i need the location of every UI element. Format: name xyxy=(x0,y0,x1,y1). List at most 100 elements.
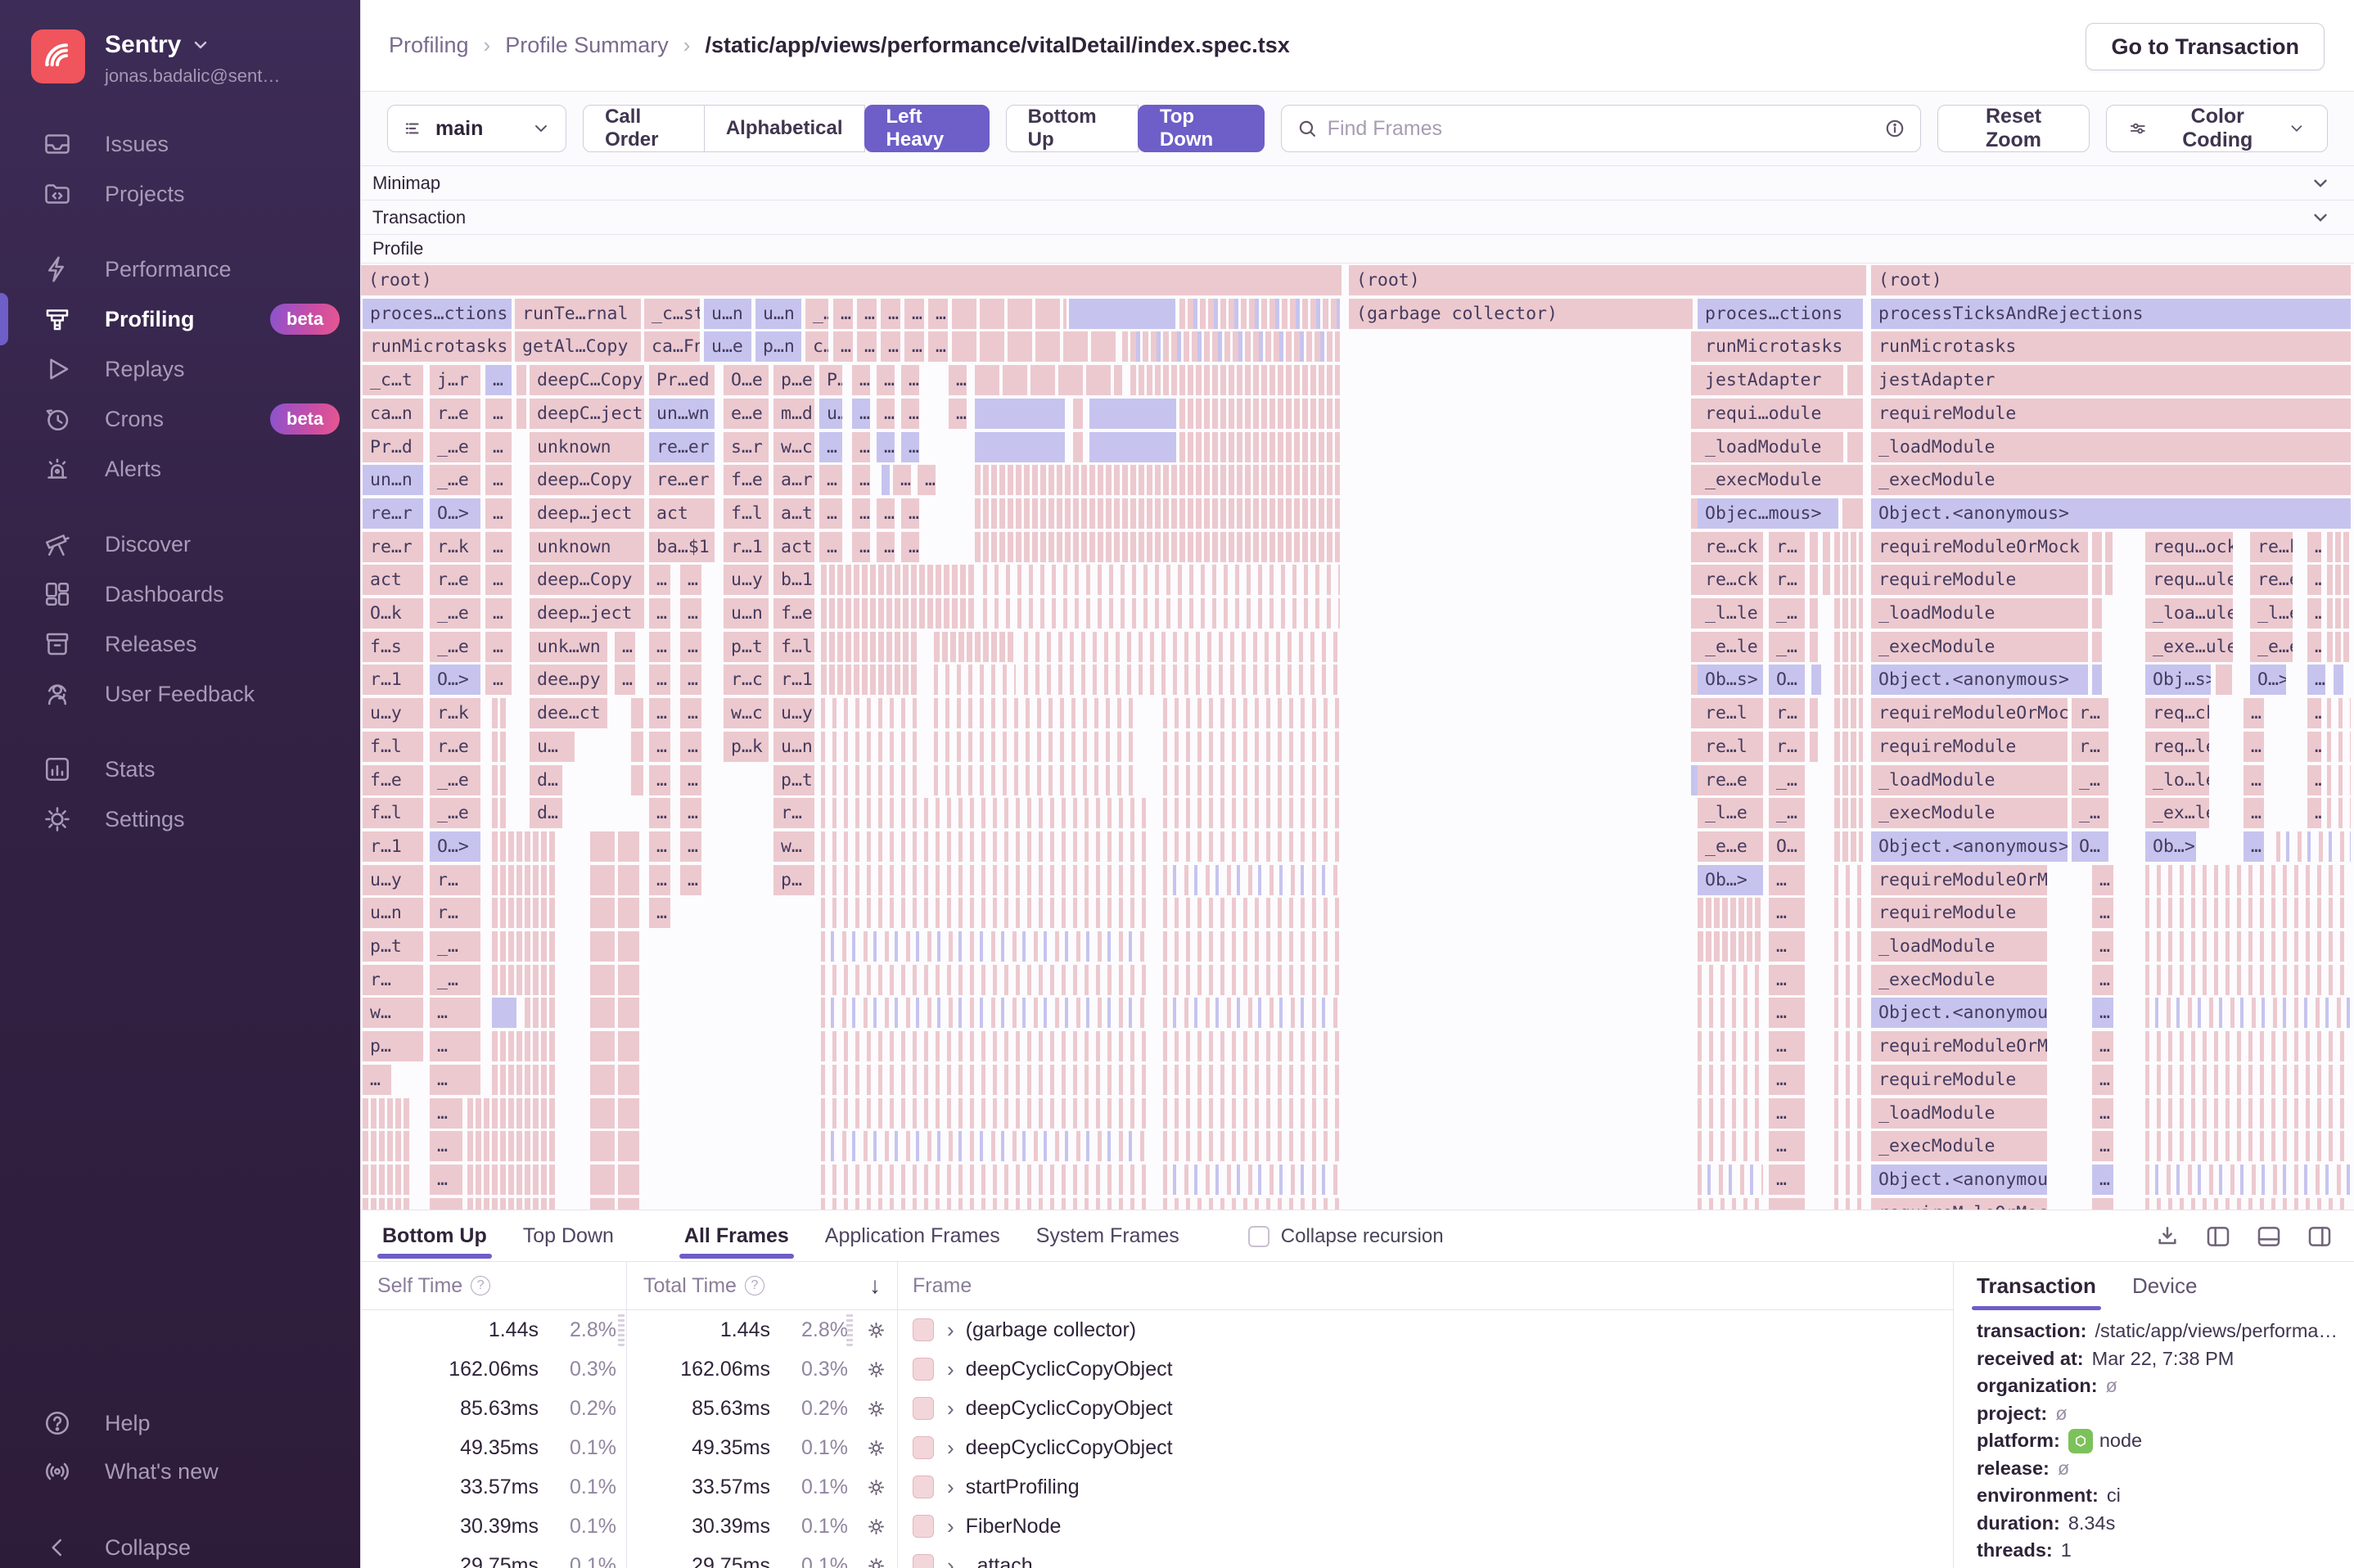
flame-frame[interactable]: … xyxy=(485,565,512,595)
flame-frame[interactable]: O… xyxy=(1769,831,1805,862)
flame-frame[interactable] xyxy=(1163,1131,1340,1161)
flame-frame[interactable]: O…> xyxy=(430,498,480,529)
flame-frame[interactable]: … xyxy=(485,399,512,429)
flame-frame[interactable]: f…e xyxy=(724,465,769,495)
flame-frame[interactable]: … xyxy=(857,331,877,362)
flame-frame[interactable]: f…l xyxy=(363,798,423,828)
flame-frame[interactable] xyxy=(821,831,1148,862)
sidebar-item-dashboards[interactable]: Dashboards xyxy=(0,570,360,619)
flame-frame[interactable] xyxy=(821,565,976,595)
sorting-left-heavy[interactable]: Left Heavy xyxy=(864,105,990,152)
flame-frame[interactable]: requi…odule xyxy=(1698,399,1863,429)
flame-frame[interactable] xyxy=(2216,665,2232,695)
flame-frame[interactable]: _…e xyxy=(430,598,480,629)
flame-frame[interactable]: re…l xyxy=(1698,698,1763,728)
flame-frame[interactable]: _execModule xyxy=(1871,965,2047,995)
flame-frame[interactable]: (root) xyxy=(361,265,1342,295)
sorting-call-order[interactable]: Call Order xyxy=(583,105,705,152)
flame-frame[interactable] xyxy=(1834,931,1863,962)
breadcrumb-item[interactable]: Profiling xyxy=(389,33,469,57)
flame-frame[interactable] xyxy=(1834,831,1863,862)
chevron-down-icon[interactable] xyxy=(2310,173,2331,194)
flame-frame[interactable]: u…y xyxy=(724,565,769,595)
details-tab-transaction[interactable]: Transaction xyxy=(1972,1264,2101,1310)
flame-frame[interactable]: O…e xyxy=(724,365,769,395)
flame-frame[interactable]: d… xyxy=(530,798,562,828)
flame-frame[interactable] xyxy=(1834,732,1863,762)
flame-frame[interactable] xyxy=(363,1198,412,1210)
flame-frame[interactable] xyxy=(2327,798,2351,828)
flame-frame[interactable] xyxy=(2105,565,2113,595)
flame-frame[interactable] xyxy=(590,865,639,895)
flame-frame[interactable]: (root) xyxy=(1871,265,2351,295)
flame-frame[interactable] xyxy=(590,1098,639,1129)
collapse-recursion-checkbox[interactable]: Collapse recursion xyxy=(1247,1225,1444,1248)
flame-frame[interactable] xyxy=(631,732,643,762)
flame-frame[interactable] xyxy=(2092,632,2102,662)
flame-frame[interactable]: requireModule xyxy=(1871,898,2047,928)
flame-frame[interactable]: r… xyxy=(363,965,423,995)
flame-frame[interactable]: unk…wn xyxy=(530,632,607,662)
flame-frame[interactable] xyxy=(975,532,1340,562)
flame-frame[interactable]: … xyxy=(904,331,924,362)
flame-frame[interactable] xyxy=(525,998,557,1028)
flame-frame[interactable] xyxy=(590,898,639,928)
flame-frame[interactable]: _execModule xyxy=(1871,465,2351,495)
flame-frame[interactable]: p… xyxy=(773,865,814,895)
flame-frame[interactable]: … xyxy=(2092,998,2113,1028)
flame-frame[interactable] xyxy=(2327,598,2351,629)
flame-frame[interactable]: … xyxy=(485,532,512,562)
download-icon[interactable] xyxy=(2154,1223,2180,1250)
flame-frame[interactable]: requireModuleOrMock xyxy=(1871,1031,2047,1061)
flame-frame[interactable] xyxy=(1834,1031,1863,1061)
flame-frame[interactable]: _…e xyxy=(430,465,480,495)
flame-frame[interactable]: … xyxy=(1769,1065,1805,1095)
expand-chevron-icon[interactable]: › xyxy=(947,1317,954,1342)
sort-descending-icon[interactable]: ↓ xyxy=(869,1273,881,1298)
flame-frame[interactable]: _… xyxy=(805,299,828,329)
flame-frame[interactable]: … xyxy=(680,698,701,728)
expand-chevron-icon[interactable]: › xyxy=(947,1395,954,1421)
flame-frame[interactable] xyxy=(2145,1198,2351,1210)
sidebar-item-discover[interactable]: Discover xyxy=(0,520,360,569)
flame-frame[interactable]: re…r xyxy=(363,498,423,529)
flame-frame[interactable]: … xyxy=(2307,732,2321,762)
flame-frame[interactable] xyxy=(1823,532,1830,562)
flame-frame[interactable]: u…e xyxy=(704,331,751,362)
flame-frame[interactable] xyxy=(1179,299,1340,329)
sidebar-item-user-feedback[interactable]: User Feedback xyxy=(0,669,360,719)
flame-frame[interactable]: r… xyxy=(2072,698,2108,728)
flame-frame[interactable]: _…e xyxy=(430,765,480,795)
flame-frame[interactable]: … xyxy=(877,399,895,429)
flame-frame[interactable]: … xyxy=(2092,1098,2113,1129)
flame-frame[interactable]: … xyxy=(430,1065,480,1095)
flame-frame[interactable]: r…e xyxy=(430,732,480,762)
flame-frame[interactable]: requireModuleOrMock xyxy=(1871,698,2068,728)
flame-frame[interactable]: … xyxy=(928,299,948,329)
flame-frame[interactable]: _execModule xyxy=(1698,465,1863,495)
flame-frame[interactable] xyxy=(492,998,516,1028)
flame-frame[interactable] xyxy=(492,931,557,962)
flame-frame[interactable]: … xyxy=(615,665,635,695)
flame-frame[interactable]: f…e xyxy=(363,765,423,795)
section-minimap[interactable]: Minimap xyxy=(361,166,2354,201)
flame-frame[interactable]: … xyxy=(819,532,842,562)
flame-frame[interactable] xyxy=(1834,765,1863,795)
flame-frame[interactable] xyxy=(516,399,526,429)
flame-frame[interactable]: … xyxy=(430,1165,462,1195)
flame-frame[interactable] xyxy=(1073,399,1083,429)
flame-frame[interactable]: _ex…le xyxy=(2145,798,2209,828)
flame-frame[interactable]: requireModuleOrMock xyxy=(1871,865,2047,895)
flame-frame[interactable]: _… xyxy=(2072,798,2108,828)
flame-frame[interactable]: Ob…> xyxy=(1698,865,1763,895)
flame-frame[interactable]: _… xyxy=(1769,798,1805,828)
flame-frame[interactable]: requireModule xyxy=(1871,732,2068,762)
expand-chevron-icon[interactable]: › xyxy=(947,1435,954,1460)
flame-frame[interactable]: … xyxy=(2092,1198,2113,1210)
flame-frame[interactable] xyxy=(1834,1165,1863,1195)
flame-frame[interactable] xyxy=(1691,565,1698,595)
flame-frame[interactable]: … xyxy=(680,865,701,895)
flame-frame[interactable]: … xyxy=(881,331,900,362)
layout-bottom-panel-icon[interactable] xyxy=(2256,1223,2282,1250)
flame-frame[interactable] xyxy=(2145,965,2351,995)
